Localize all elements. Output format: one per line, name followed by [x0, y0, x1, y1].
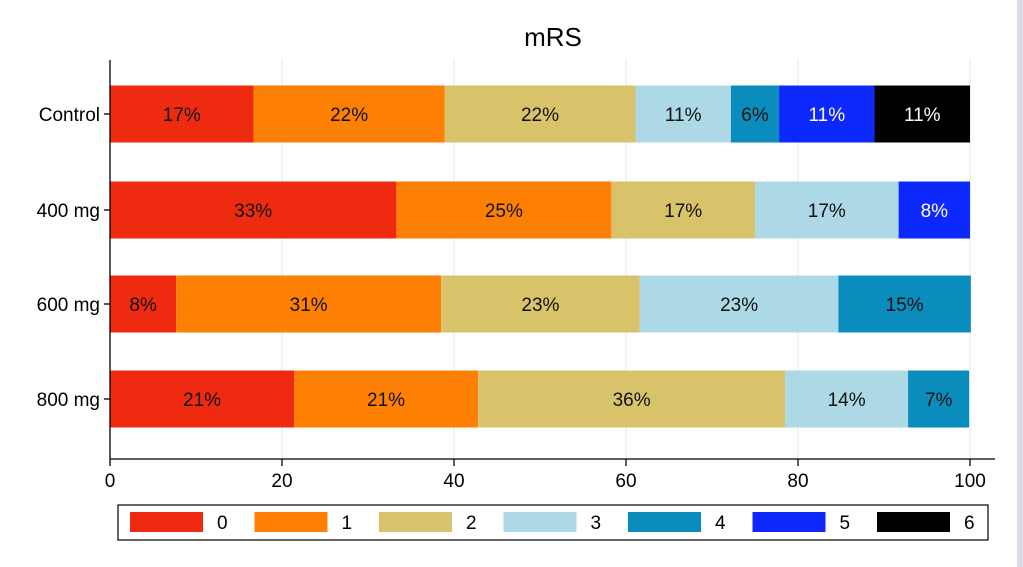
data-label: 22%: [330, 105, 368, 126]
bar-segment: [176, 275, 442, 333]
data-label: 21%: [183, 390, 221, 411]
bar-segment: [441, 275, 640, 333]
legend-swatch: [628, 512, 701, 532]
bar-segment: [253, 85, 445, 143]
x-tick-label: 80: [787, 471, 808, 492]
bar-segment: [110, 181, 397, 239]
window-edge-strip: [1017, 0, 1023, 567]
data-label: 11%: [904, 105, 941, 126]
bar-segment: [755, 181, 899, 239]
data-label: 36%: [613, 390, 651, 411]
bar-segment: [444, 85, 636, 143]
legend: 0 1 2 3 4 5 6: [117, 504, 989, 541]
data-label: 6%: [741, 105, 769, 126]
bar-segment: [874, 85, 970, 143]
bars: 17% 22% 22% 11% 6% 11% 11% 33% 25% 17% 17% 8% 8% 31% 2…: [110, 85, 971, 428]
data-label: 17%: [808, 201, 846, 222]
bar-segment: [635, 85, 731, 143]
legend-swatch: [752, 512, 826, 532]
data-label: 11%: [665, 105, 702, 126]
x-tick-label: 100: [954, 471, 986, 492]
legend-label: 3: [591, 513, 602, 534]
legend-swatch: [130, 512, 203, 532]
legend-swatch: [254, 512, 328, 532]
bar-segment: [785, 370, 909, 428]
legend-label: 2: [466, 513, 477, 534]
legend-swatch: [379, 512, 452, 532]
bar-segment: [294, 370, 479, 428]
data-label: 21%: [367, 390, 405, 411]
data-label: 17%: [163, 105, 201, 126]
bar-segment: [110, 85, 254, 143]
bar-segment: [478, 370, 786, 428]
x-tick-label: 0: [105, 471, 116, 492]
data-label: 15%: [886, 295, 924, 316]
data-label: 7%: [925, 390, 953, 411]
x-axis: 0 20 40 60 80 100: [105, 60, 995, 492]
data-label: 25%: [485, 201, 523, 222]
x-tick-label: 60: [615, 471, 636, 492]
legend-swatch: [503, 512, 577, 532]
bar-segment: [611, 181, 755, 239]
chart-title: mRS: [524, 22, 582, 52]
legend-swatch: [877, 512, 950, 532]
category-label: 400 mg: [37, 201, 100, 222]
data-label: 8%: [921, 201, 949, 222]
legend-label: 4: [715, 513, 726, 534]
x-tick-label: 20: [271, 471, 292, 492]
data-label: 23%: [720, 295, 758, 316]
legend-label: 5: [840, 513, 851, 534]
category-label: 600 mg: [37, 295, 100, 316]
category-label: 800 mg: [37, 390, 100, 411]
bar-segment: [898, 181, 970, 239]
bar-segment: [779, 85, 875, 143]
data-label: 11%: [808, 105, 845, 126]
data-label: 22%: [521, 105, 559, 126]
bar-segment: [110, 275, 177, 333]
legend-label: 0: [217, 513, 228, 534]
legend-label: 6: [964, 513, 975, 534]
data-label: 8%: [129, 295, 157, 316]
x-tick-label: 40: [443, 471, 464, 492]
bar-segment: [110, 370, 295, 428]
bar-segment: [908, 370, 970, 428]
bar-segment: [396, 181, 612, 239]
category-labels: Control 400 mg 600 mg 800 mg: [37, 105, 110, 411]
data-label: 33%: [234, 201, 272, 222]
category-label: Control: [39, 105, 100, 126]
bar-segment: [838, 275, 971, 333]
data-label: 14%: [828, 390, 866, 411]
data-label: 23%: [521, 295, 559, 316]
legend-label: 1: [342, 513, 353, 534]
bar-segment: [730, 85, 780, 143]
data-label: 17%: [664, 201, 702, 222]
bar-segment: [639, 275, 839, 333]
data-label: 31%: [290, 295, 328, 316]
